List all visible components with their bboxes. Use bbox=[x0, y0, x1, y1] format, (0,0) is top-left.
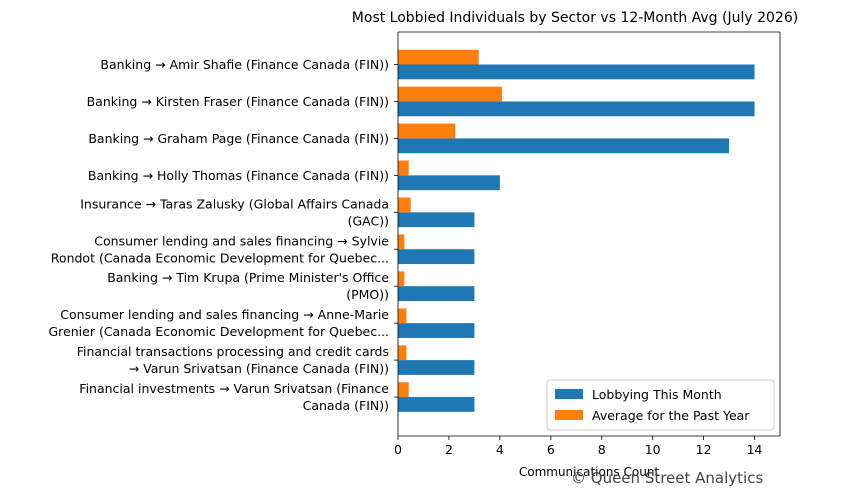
bar-this-month bbox=[398, 323, 475, 338]
x-tick-label: 4 bbox=[496, 442, 504, 457]
bar-this-month bbox=[398, 360, 475, 375]
bar-past-year-average bbox=[398, 271, 405, 287]
legend: Lobbying This Month Average for the Past … bbox=[546, 379, 775, 431]
y-tick-label: Financial investments → Varun Srivatsan … bbox=[79, 381, 389, 413]
y-tick-label: Insurance → Taras Zalusky (Global Affair… bbox=[80, 196, 389, 228]
x-tick-label: 12 bbox=[696, 442, 712, 457]
x-tick-label: 2 bbox=[445, 442, 453, 457]
bar-past-year-average bbox=[398, 197, 411, 213]
x-tick-label: 0 bbox=[394, 442, 402, 457]
bar-past-year-average bbox=[398, 345, 407, 361]
x-tick-label: 10 bbox=[645, 442, 661, 457]
y-tick-label: Banking → Holly Thomas (Finance Canada (… bbox=[88, 168, 389, 183]
legend-box bbox=[546, 379, 775, 431]
bar-this-month bbox=[398, 101, 755, 117]
y-tick-label: Financial transactions processing and cr… bbox=[77, 344, 389, 376]
x-axis-label: Communications Count bbox=[519, 465, 660, 479]
bar-past-year-average bbox=[398, 123, 456, 139]
plot-area: Banking → Amir Shafie (Finance Canada (F… bbox=[49, 31, 781, 457]
bar-this-month bbox=[398, 286, 475, 301]
bar-past-year-average bbox=[398, 234, 405, 250]
y-tick-label: Banking → Graham Page (Finance Canada (F… bbox=[88, 131, 389, 146]
y-tick-label: Consumer lending and sales financing → S… bbox=[51, 233, 390, 265]
x-tick-label: 14 bbox=[747, 442, 763, 457]
bar-past-year-average bbox=[398, 86, 502, 102]
legend-label: Lobbying This Month bbox=[592, 387, 722, 402]
bar-this-month bbox=[398, 64, 755, 80]
bar-this-month bbox=[398, 212, 475, 228]
bar-this-month bbox=[398, 138, 730, 154]
bar-this-month bbox=[398, 397, 475, 412]
y-tick-label: Banking → Tim Krupa (Prime Minister's Of… bbox=[107, 270, 389, 302]
bar-past-year-average bbox=[398, 382, 409, 398]
legend-label: Average for the Past Year bbox=[592, 408, 750, 423]
chart-title: Most Lobbied Individuals by Sector vs 12… bbox=[352, 10, 798, 26]
bar-this-month bbox=[398, 175, 500, 191]
watermark: © Queen Street Analytics bbox=[571, 469, 763, 487]
legend-swatch bbox=[555, 410, 583, 420]
y-tick-label: Banking → Amir Shafie (Finance Canada (F… bbox=[100, 57, 389, 72]
bar-past-year-average bbox=[398, 308, 407, 324]
legend-swatch bbox=[555, 389, 583, 399]
bar-this-month bbox=[398, 249, 475, 265]
y-tick-label: Consumer lending and sales financing → A… bbox=[49, 307, 390, 339]
bar-past-year-average bbox=[398, 49, 479, 65]
x-tick-label: 8 bbox=[598, 442, 606, 457]
bar-past-year-average bbox=[398, 160, 409, 176]
x-tick-label: 6 bbox=[547, 442, 555, 457]
y-tick-label: Banking → Kirsten Fraser (Finance Canada… bbox=[87, 94, 389, 109]
